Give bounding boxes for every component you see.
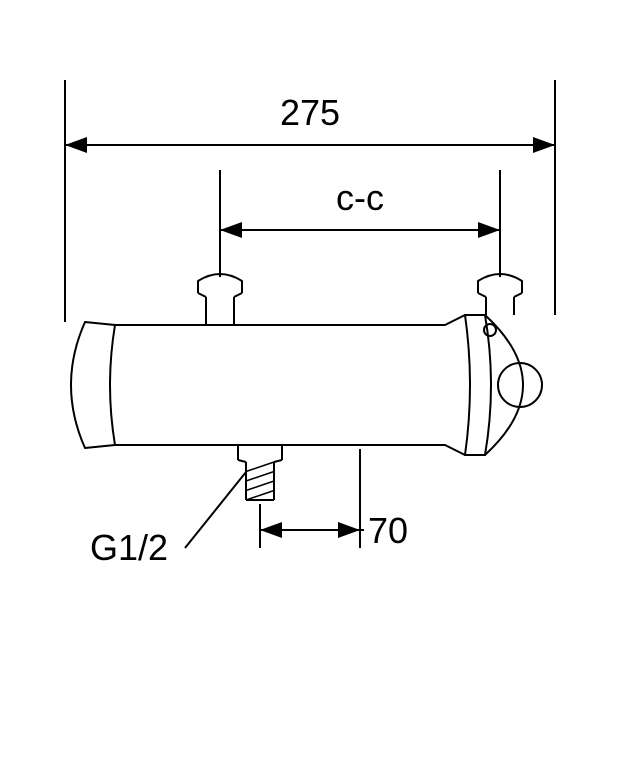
dim-cc: c-c (336, 177, 384, 218)
technical-drawing: 275 c-c 70 G1/2 (0, 0, 618, 770)
left-cap (71, 322, 115, 448)
label-thread: G1/2 (90, 527, 168, 568)
override-button (484, 324, 496, 336)
temperature-knob (498, 363, 542, 407)
right-cap (445, 315, 523, 455)
dim-overall-width: 275 (280, 92, 340, 133)
dim-70: 70 (368, 510, 408, 551)
